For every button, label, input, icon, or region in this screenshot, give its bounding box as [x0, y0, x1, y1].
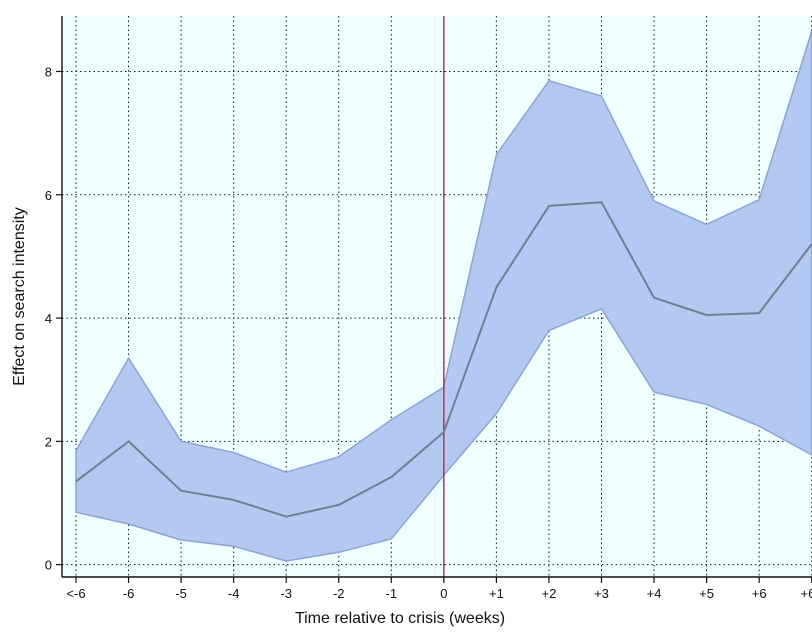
x-tick-label: +1 [489, 586, 504, 601]
tick-labels: 0 2 4 6 8 <-6 -6 -5 -4 -3 -2 -1 0 +1 +2 +3 +4 +5 +6 +6> [45, 64, 812, 601]
x-tick-label: -1 [386, 586, 398, 601]
y-tick-label: 2 [45, 434, 52, 449]
x-tick-label: +3 [594, 586, 609, 601]
y-tick-label: 8 [45, 64, 52, 79]
series-line [75, 201, 812, 518]
x-tick-label: +6> [800, 586, 812, 601]
y-tick-label: 0 [45, 558, 52, 573]
y-tick-label: 6 [45, 188, 52, 203]
x-tick-label: -2 [333, 586, 345, 601]
y-axis-title: Effect on search intensity [11, 207, 28, 385]
x-tick-label: -6 [123, 586, 135, 601]
x-tick-label: -3 [280, 586, 292, 601]
x-tick-label: +6 [752, 586, 767, 601]
axes [61, 16, 812, 578]
x-tick-label: +4 [647, 586, 662, 601]
x-tick-label: 0 [440, 586, 447, 601]
x-tick-label: -4 [228, 586, 240, 601]
x-tick-label: <-6 [66, 586, 85, 601]
y-tick-label: 4 [45, 311, 52, 326]
x-tick-label: -5 [175, 586, 187, 601]
x-tick-label: +5 [699, 586, 714, 601]
x-axis-title: Time relative to crisis (weeks) [295, 610, 505, 627]
x-tick-label: +2 [542, 586, 557, 601]
